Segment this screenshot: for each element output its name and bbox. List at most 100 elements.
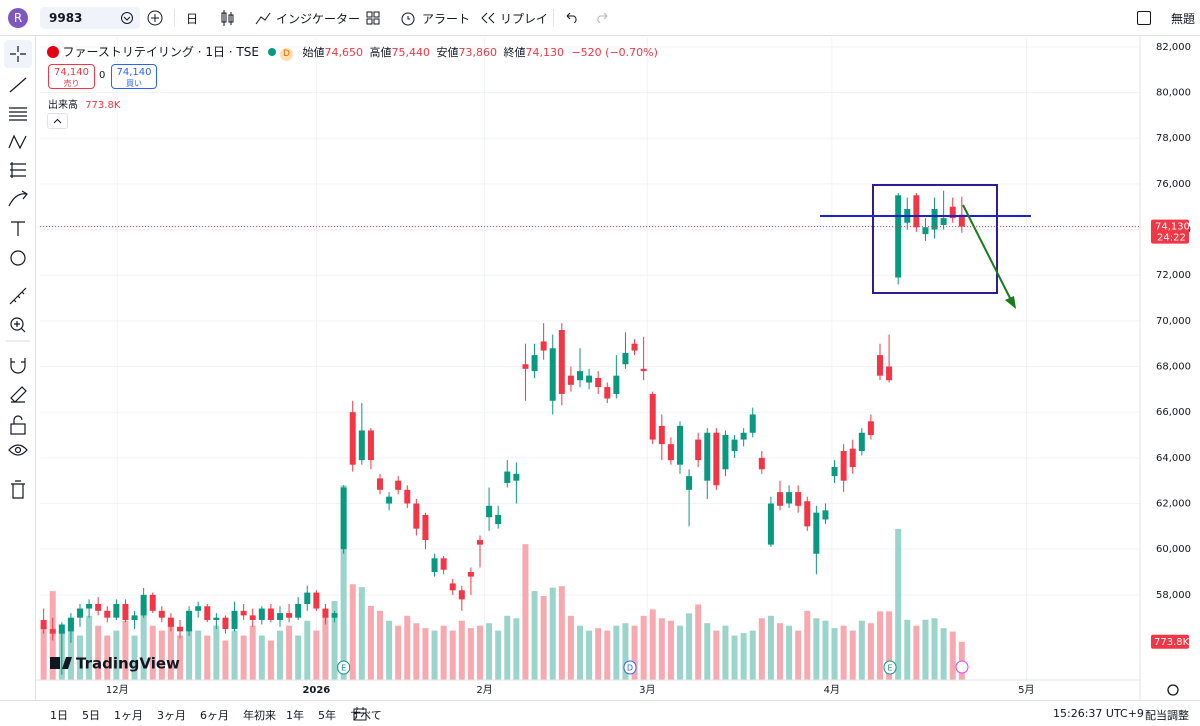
candle-body	[349, 412, 356, 465]
range-button[interactable]: 年初来	[243, 709, 276, 722]
range-button[interactable]: 3ヶ月	[157, 709, 186, 722]
volume-bar	[177, 635, 183, 680]
volume-bar	[595, 628, 602, 680]
chart-type-button[interactable]	[219, 9, 235, 27]
trendline-tool[interactable]	[9, 77, 27, 93]
compare-button[interactable]	[147, 10, 163, 26]
symbol: 9983	[49, 11, 83, 25]
candle-body	[822, 510, 829, 520]
candle-body	[495, 514, 502, 525]
volume-bar	[431, 630, 438, 680]
layout-checkbox[interactable]	[1137, 11, 1151, 25]
text-tool[interactable]	[11, 221, 25, 236]
range-button[interactable]: 1年	[286, 709, 304, 722]
brush-tool[interactable]	[8, 190, 28, 207]
buy-button[interactable]: 74,140 買い	[111, 64, 157, 89]
volume-bar	[86, 615, 93, 680]
event-marker[interactable]: E	[337, 660, 351, 675]
candle-body	[595, 377, 602, 388]
delete-tool[interactable]	[11, 480, 25, 499]
volume-bar	[358, 587, 365, 680]
low-label: 安値	[436, 46, 459, 59]
drawn-rectangle[interactable]	[872, 184, 998, 294]
range-button[interactable]: 6ヶ月	[200, 709, 229, 722]
chevron-up	[53, 118, 62, 124]
candle-body	[758, 457, 765, 470]
replay-button[interactable]: リプレイ	[500, 12, 549, 26]
market-status	[268, 48, 277, 56]
symbol-search[interactable]: 9983	[40, 7, 140, 29]
range-button[interactable]: 1日	[50, 709, 68, 722]
buy-label: 買い	[126, 79, 142, 88]
range-button[interactable]: 1ヶ月	[114, 709, 143, 722]
settings-icon[interactable]	[1167, 684, 1179, 696]
tradingview-logo: TradingView	[50, 655, 180, 673]
indicators-button[interactable]: インジケーター	[276, 12, 361, 26]
x-tick-label: 5月	[1018, 684, 1034, 696]
range-button[interactable]: 5日	[82, 709, 100, 722]
goto-date-button[interactable]	[352, 706, 368, 722]
volume-bar	[158, 630, 165, 680]
volume-badge	[1151, 634, 1189, 649]
volume-bar	[531, 591, 538, 680]
pattern-tool[interactable]	[8, 134, 27, 150]
volume-bar	[713, 630, 720, 680]
candle-body	[113, 603, 120, 618]
candle-body	[95, 603, 102, 611]
candle-body	[86, 603, 93, 609]
volume-bar	[213, 625, 220, 680]
sell-button[interactable]: 74,140 売り	[48, 64, 95, 89]
event-marker[interactable]: E	[883, 660, 897, 675]
event-badge	[337, 660, 351, 675]
collapse-legend-button[interactable]	[47, 113, 68, 129]
flag: D	[279, 48, 293, 61]
candle-body	[895, 195, 902, 278]
forecast-tool[interactable]	[10, 162, 26, 178]
symbol-logo	[47, 46, 59, 58]
layout-name[interactable]: 無題	[1171, 12, 1196, 26]
volume-bar	[231, 630, 238, 680]
visibility-tool[interactable]	[8, 444, 28, 456]
volume-bar	[758, 618, 765, 680]
dividend-adjust[interactable]: 配当調整	[1145, 709, 1189, 722]
crosshair-tool[interactable]	[10, 46, 26, 62]
symbol-title[interactable]: ファーストリテイリング · 1日 · TSE	[62, 45, 259, 59]
undo-button[interactable]	[565, 11, 579, 23]
event-marker[interactable]: D	[623, 660, 637, 675]
volume-bar	[795, 630, 802, 680]
arrow-head	[1005, 296, 1016, 309]
candle-body	[831, 466, 838, 477]
alerts-button[interactable]: アラート	[422, 12, 471, 26]
drawn-arrow[interactable]	[962, 204, 1013, 303]
candle-body	[667, 444, 674, 461]
candle-body	[531, 355, 538, 372]
volume-bar	[686, 613, 693, 680]
indicator-icon	[255, 12, 271, 25]
interval[interactable]: 日	[186, 12, 199, 26]
candle-body	[395, 480, 402, 490]
lock-tool[interactable]	[10, 423, 26, 435]
y-tick-label: 72,000	[1156, 270, 1191, 281]
candle-body	[649, 393, 656, 440]
layouts-button[interactable]	[366, 11, 380, 25]
range-button[interactable]: 5年	[318, 709, 336, 722]
fib-tool[interactable]	[9, 107, 27, 121]
candle-body	[358, 430, 365, 461]
volume-bar	[622, 623, 629, 680]
redo-button[interactable]	[595, 11, 609, 23]
magnet-tool[interactable]	[10, 358, 26, 374]
candle-body	[331, 613, 338, 618]
emoji-tool[interactable]	[10, 250, 26, 266]
zoom-tool[interactable]	[10, 317, 24, 331]
measure-tool[interactable]	[9, 287, 27, 305]
avatar[interactable]: R	[8, 8, 28, 28]
candle-body	[704, 432, 711, 481]
volume-bar	[667, 620, 674, 680]
volume-bar	[149, 625, 156, 680]
x-tick-label: 4月	[824, 684, 840, 696]
axes: 58,000 60,000 62,000 64,000 66,000 68,000 70,0…	[106, 42, 1191, 696]
lock-drawing-tool[interactable]	[10, 386, 27, 403]
